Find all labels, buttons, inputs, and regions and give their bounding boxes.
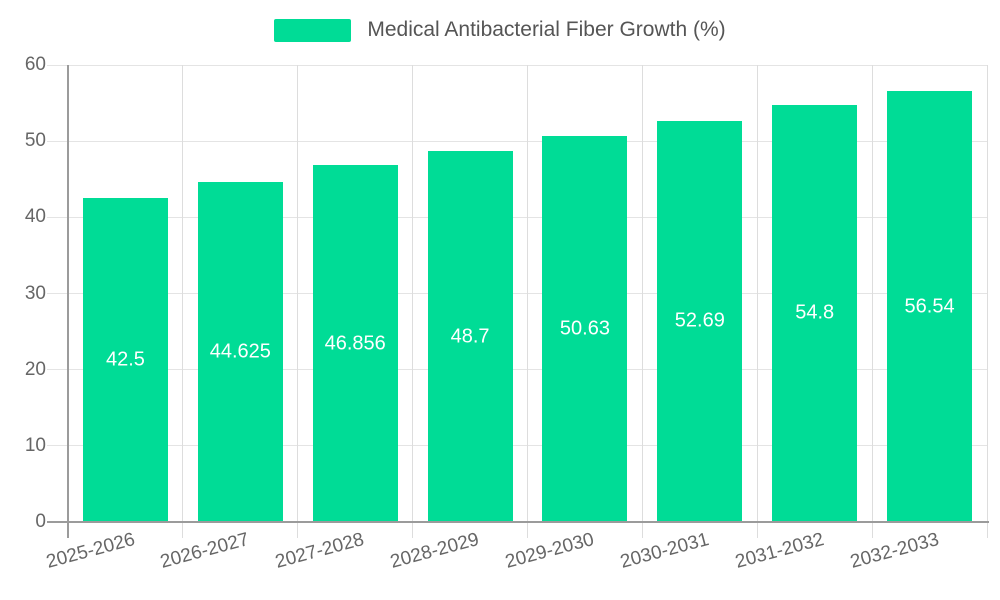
h-gridline — [47, 445, 987, 447]
h-gridline — [47, 293, 987, 294]
y-axis-label: 30 — [24, 282, 46, 304]
h-gridline — [47, 216, 987, 218]
bar-value-label: 48.7 — [450, 325, 490, 348]
x-axis-label: 2030-2031 — [618, 529, 712, 573]
v-gridline — [182, 65, 184, 538]
y-axis-label: 0 — [35, 511, 46, 532]
y-axis-line — [67, 65, 69, 538]
bar[interactable] — [542, 136, 628, 522]
bar[interactable] — [772, 104, 858, 522]
bar[interactable] — [82, 198, 168, 522]
bar[interactable] — [657, 120, 743, 522]
bar[interactable] — [427, 151, 513, 522]
bar-value-label: 46.856 — [324, 332, 386, 355]
x-axis-label: 2027-2028 — [273, 529, 367, 573]
h-gridline — [47, 140, 987, 142]
bar[interactable] — [887, 91, 973, 522]
x-axis-label: 2032-2033 — [847, 529, 941, 573]
legend-swatch — [274, 18, 352, 42]
y-axis-label: 50 — [24, 130, 46, 152]
y-axis-label: 40 — [24, 206, 46, 228]
bar-value-label: 42.5 — [105, 348, 145, 371]
v-gridline — [527, 65, 528, 538]
y-axis-label: 60 — [24, 54, 46, 75]
x-axis-label: 2031-2032 — [732, 529, 827, 573]
x-axis-label: 2026-2027 — [158, 529, 252, 573]
legend-item[interactable]: Medical Antibacterial Fiber Growth (%) — [0, 17, 1000, 43]
y-axis-label: 20 — [24, 358, 46, 380]
bar[interactable] — [197, 182, 283, 522]
v-gridline — [297, 65, 299, 538]
v-gridline — [871, 65, 873, 538]
v-gridline — [756, 65, 758, 538]
v-gridline — [641, 65, 643, 538]
bar-value-label: 56.54 — [904, 295, 955, 318]
bar-value-label: 54.8 — [795, 301, 835, 324]
y-axis-label: 10 — [24, 434, 46, 456]
v-gridline — [412, 65, 414, 538]
bar-value-label: 50.63 — [559, 317, 610, 340]
bar-value-label: 44.625 — [209, 340, 271, 363]
legend-label: Medical Antibacterial Fiber Growth (%) — [367, 18, 726, 41]
v-gridline — [986, 65, 988, 538]
bar-value-label: 52.69 — [674, 309, 725, 332]
x-axis-label: 2028-2029 — [388, 529, 482, 573]
bar[interactable] — [312, 165, 398, 522]
h-gridline — [47, 369, 987, 371]
x-axis-line — [47, 521, 989, 523]
x-axis-label: 2029-2030 — [503, 529, 597, 573]
x-axis-label: 2025-2026 — [43, 529, 137, 573]
h-gridline — [47, 64, 987, 66]
